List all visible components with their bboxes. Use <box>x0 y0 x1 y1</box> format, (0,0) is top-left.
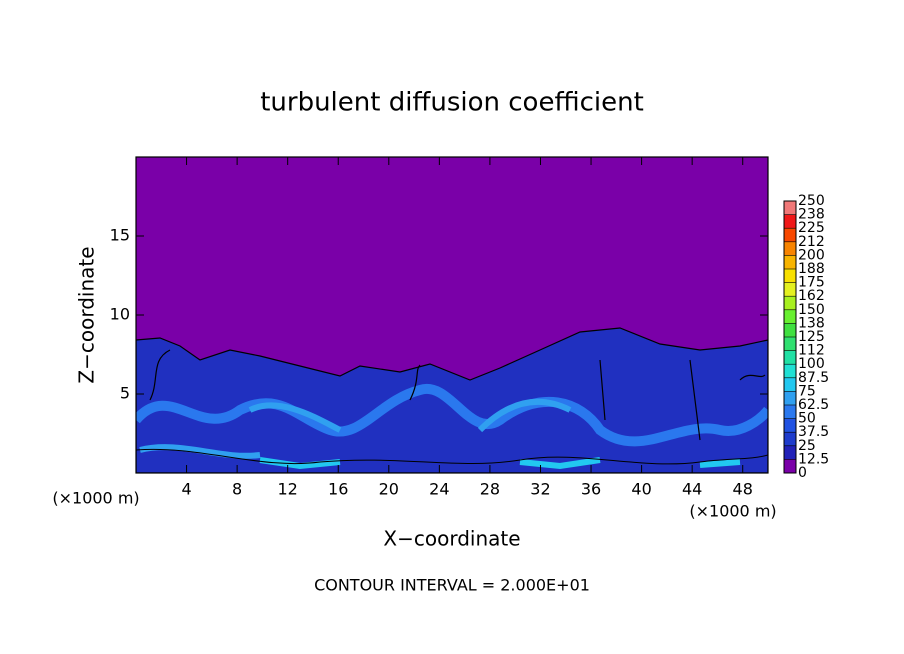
colorbar-label: 138 <box>798 315 825 331</box>
colorbar-band <box>784 255 796 269</box>
colorbar-label: 188 <box>798 261 825 277</box>
colorbar-band <box>784 391 796 405</box>
annotation: CONTOUR INTERVAL = 2.000E+01 <box>314 576 590 595</box>
colorbar-band <box>784 282 796 297</box>
x-tick-label: 44 <box>682 480 702 499</box>
colorbar-band <box>784 296 796 310</box>
colorbar-label: 225 <box>798 220 825 236</box>
y-axis-label: Z−coordinate <box>75 246 99 383</box>
colorbar-label: 162 <box>798 288 825 304</box>
colorbar-band <box>784 228 796 242</box>
colorbar-band <box>784 241 796 256</box>
colorbar-label: 200 <box>798 247 825 263</box>
colorbar-label: 75 <box>798 383 816 399</box>
colorbar-band <box>784 350 796 365</box>
y-tick-label: 15 <box>110 226 130 245</box>
x-tick-label: 8 <box>232 480 242 499</box>
x-tick-label: 40 <box>631 480 651 499</box>
colorbar-band <box>784 269 796 283</box>
x-tick-label: 36 <box>581 480 601 499</box>
colorbar-band <box>784 364 796 378</box>
colorbar-label: 100 <box>798 356 825 372</box>
x-tick-label: 48 <box>733 480 753 499</box>
colorbar-band <box>784 377 796 392</box>
y-tick-label: 10 <box>110 305 130 324</box>
x-tick-label: 12 <box>278 480 298 499</box>
colorbar-label: 175 <box>798 275 825 291</box>
colorbar-band <box>784 432 796 446</box>
colorbar-label: 238 <box>798 207 825 223</box>
chart-title: turbulent diffusion coefficient <box>260 88 644 118</box>
colorbar-band <box>784 201 796 215</box>
x-tick-label: 4 <box>181 480 191 499</box>
y-tick-label: 5 <box>120 384 130 403</box>
colorbar-band <box>784 309 796 324</box>
colorbar-band <box>784 323 796 337</box>
colorbar-band <box>784 418 796 433</box>
colorbar-label: 50 <box>798 411 816 427</box>
x-tick-label: 32 <box>530 480 550 499</box>
colorbar-label: 150 <box>798 302 825 318</box>
colorbar-label: 37.5 <box>798 424 829 440</box>
colorbar-band <box>784 445 796 460</box>
axis-unit: (×1000 m) <box>52 489 139 508</box>
colorbar-label: 125 <box>798 329 825 345</box>
colorbar-label: 112 <box>798 343 825 359</box>
colorbar-label: 62.5 <box>798 397 829 413</box>
x-tick-label: 28 <box>480 480 500 499</box>
colorbar-label: 0 <box>798 465 807 481</box>
colorbar-label: 212 <box>798 234 825 250</box>
x-tick-label: 20 <box>379 480 399 499</box>
colorbar-band <box>784 405 796 419</box>
x-tick-label: 24 <box>429 480 449 499</box>
colorbar-label: 25 <box>798 438 816 454</box>
axis-unit: (×1000 m) <box>689 502 776 521</box>
colorbar-band <box>784 459 796 473</box>
field <box>136 157 768 473</box>
x-axis-label: X−coordinate <box>383 527 520 551</box>
colorbar-label: 87.5 <box>798 370 829 386</box>
colorbar-label: 250 <box>798 193 825 209</box>
colorbar-label: 12.5 <box>798 451 829 467</box>
colorbar-band <box>784 214 796 229</box>
x-tick-label: 16 <box>328 480 348 499</box>
colorbar-band <box>784 337 796 351</box>
